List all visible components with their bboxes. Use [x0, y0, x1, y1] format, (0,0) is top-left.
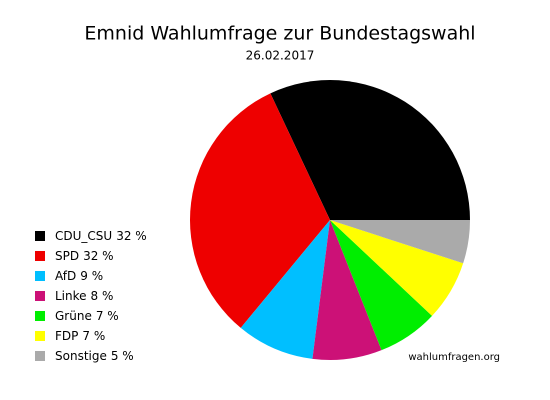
legend-label: Linke 8 % — [55, 289, 113, 303]
legend-label: CDU_CSU 32 % — [55, 229, 147, 243]
legend-name: Linke — [55, 289, 87, 303]
legend-swatch — [35, 351, 45, 361]
legend-name: AfD — [55, 269, 76, 283]
legend-value: 7 % — [82, 329, 105, 343]
legend-swatch — [35, 271, 45, 281]
pie-slice — [330, 220, 470, 264]
legend-swatch — [35, 331, 45, 341]
legend-name: FDP — [55, 329, 78, 343]
legend-value: 8 % — [91, 289, 114, 303]
legend-value: 9 % — [80, 269, 103, 283]
pie-slice — [240, 220, 330, 359]
pie-slice — [270, 79, 470, 220]
chart-subtitle: 26.02.2017 — [246, 49, 315, 63]
legend-value: 7 % — [96, 309, 119, 323]
source: wahlumfragen.org — [408, 352, 500, 363]
legend-swatch — [35, 231, 45, 241]
legend-name: Grüne — [55, 309, 92, 323]
legend-name: Sonstige — [55, 349, 107, 363]
legend-name: CDU_CSU — [55, 229, 112, 243]
legend-label: SPD 32 % — [55, 249, 114, 263]
legend-label: AfD 9 % — [55, 269, 103, 283]
pie-slice — [312, 220, 382, 360]
legend-label: Sonstige 5 % — [55, 349, 134, 363]
legend-value: 32 % — [116, 229, 147, 243]
pie-slice — [330, 220, 433, 351]
legend-label: Grüne 7 % — [55, 309, 119, 323]
legend-swatch — [35, 251, 45, 261]
legend-label: FDP 7 % — [55, 329, 105, 343]
legend-swatch — [35, 311, 45, 321]
pie-slice — [330, 220, 464, 316]
legend-swatch — [35, 291, 45, 301]
chart-title: Emnid Wahlumfrage zur Bundestagswahl — [84, 23, 475, 45]
pie-slice — [189, 93, 330, 328]
legend-value: 32 % — [83, 249, 114, 263]
legend-name: SPD — [55, 249, 79, 263]
legend-value: 5 % — [111, 349, 134, 363]
